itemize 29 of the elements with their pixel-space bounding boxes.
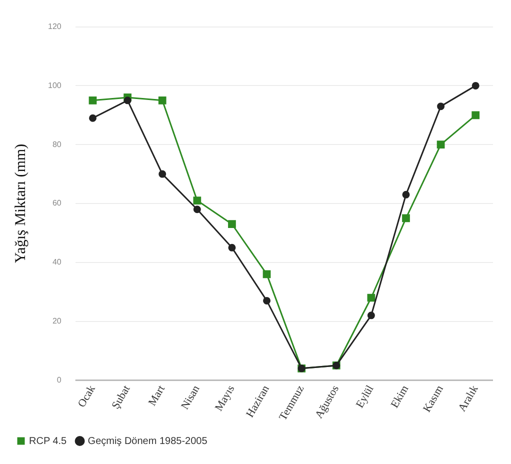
y-tick-label: 0 xyxy=(56,375,62,384)
point xyxy=(158,96,166,104)
point xyxy=(472,111,480,120)
point xyxy=(193,206,201,214)
point xyxy=(88,96,97,104)
y-tick-label: 120 xyxy=(48,22,62,32)
point xyxy=(402,214,410,222)
y-tick-label: 60 xyxy=(52,198,62,208)
point xyxy=(472,82,480,90)
point xyxy=(436,140,445,149)
point xyxy=(228,220,236,228)
point xyxy=(402,190,410,198)
point xyxy=(367,294,376,302)
legend-label: Geçmiş Dönem 1985-2005 xyxy=(88,436,208,447)
point xyxy=(89,114,96,122)
y-tick-label: 40 xyxy=(52,258,62,267)
point xyxy=(263,296,271,304)
y-axis-title: Yağış Miktarı (mm) xyxy=(12,144,29,264)
legend-label: RCP 4.5 xyxy=(29,436,68,447)
point xyxy=(228,244,236,252)
y-tick-label: 20 xyxy=(52,316,62,326)
point xyxy=(124,96,132,104)
point xyxy=(158,170,166,178)
point xyxy=(367,312,375,320)
y-tick-label: 80 xyxy=(52,140,62,149)
point xyxy=(262,270,271,278)
y-tick-label: 100 xyxy=(48,80,62,90)
point xyxy=(437,102,445,110)
point xyxy=(193,196,202,204)
